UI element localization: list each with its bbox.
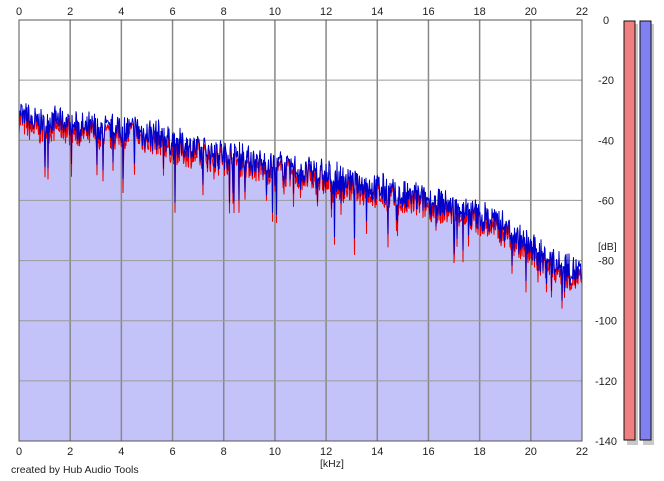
x-tick-label-top: 6 bbox=[169, 6, 175, 18]
credit-text: created by Hub Audio Tools bbox=[11, 464, 139, 476]
x-tick-label-top: 2 bbox=[67, 6, 73, 18]
x-tick-label-top: 16 bbox=[422, 6, 434, 18]
y-axis-label: [dB] bbox=[598, 241, 617, 253]
x-tick-label-top: 14 bbox=[371, 6, 383, 18]
y-tick-label: -120 bbox=[595, 376, 617, 388]
x-tick-label-bottom: 16 bbox=[422, 446, 434, 458]
x-tick-label-bottom: 18 bbox=[474, 446, 486, 458]
y-tick-label: 0 bbox=[603, 15, 609, 27]
x-tick-label-top: 8 bbox=[221, 6, 227, 18]
level-meter-right bbox=[639, 20, 654, 445]
x-tick-label-bottom: 2 bbox=[67, 446, 73, 458]
x-tick-label-top: 0 bbox=[16, 6, 22, 18]
grid bbox=[19, 20, 582, 441]
x-tick-label-bottom: 8 bbox=[221, 446, 227, 458]
x-ticks-bottom: 0 2 4 6 8 10 12 14 16 18 20 22 bbox=[16, 446, 588, 458]
x-tick-label-bottom: 6 bbox=[169, 446, 175, 458]
level-meter-left bbox=[623, 20, 638, 445]
series-blue-line bbox=[18, 103, 583, 301]
x-tick-label-top: 10 bbox=[269, 6, 281, 18]
x-axis-label: [kHz] bbox=[320, 458, 344, 470]
y-tick-label: -40 bbox=[598, 135, 614, 147]
y-tick-label: -140 bbox=[595, 436, 617, 448]
x-ticks-top: 0 2 4 6 8 10 12 14 16 18 20 22 bbox=[16, 6, 588, 18]
x-tick-label-bottom: 14 bbox=[371, 446, 383, 458]
x-tick-label-bottom: 20 bbox=[525, 446, 537, 458]
x-tick-label-bottom: 4 bbox=[118, 446, 124, 458]
x-tick-label-bottom: 10 bbox=[269, 446, 281, 458]
x-tick-label-bottom: 12 bbox=[320, 446, 332, 458]
plot-frame bbox=[18, 19, 583, 442]
x-tick-label-bottom: 22 bbox=[576, 446, 588, 458]
y-tick-label: -80 bbox=[598, 256, 614, 268]
x-tick-label-top: 22 bbox=[576, 6, 588, 18]
x-tick-label-bottom: 0 bbox=[16, 446, 22, 458]
x-tick-label-top: 18 bbox=[474, 6, 486, 18]
y-tick-label: -20 bbox=[598, 75, 614, 87]
y-tick-label: -100 bbox=[595, 316, 617, 328]
x-tick-label-top: 12 bbox=[320, 6, 332, 18]
x-tick-label-top: 20 bbox=[525, 6, 537, 18]
x-tick-label-top: 4 bbox=[118, 6, 124, 18]
y-ticks: 0 -20 -40 -60 -80 -100 -120 -140 bbox=[595, 15, 617, 448]
spectrum-fill-area bbox=[19, 110, 582, 441]
y-tick-label: -60 bbox=[598, 195, 614, 207]
